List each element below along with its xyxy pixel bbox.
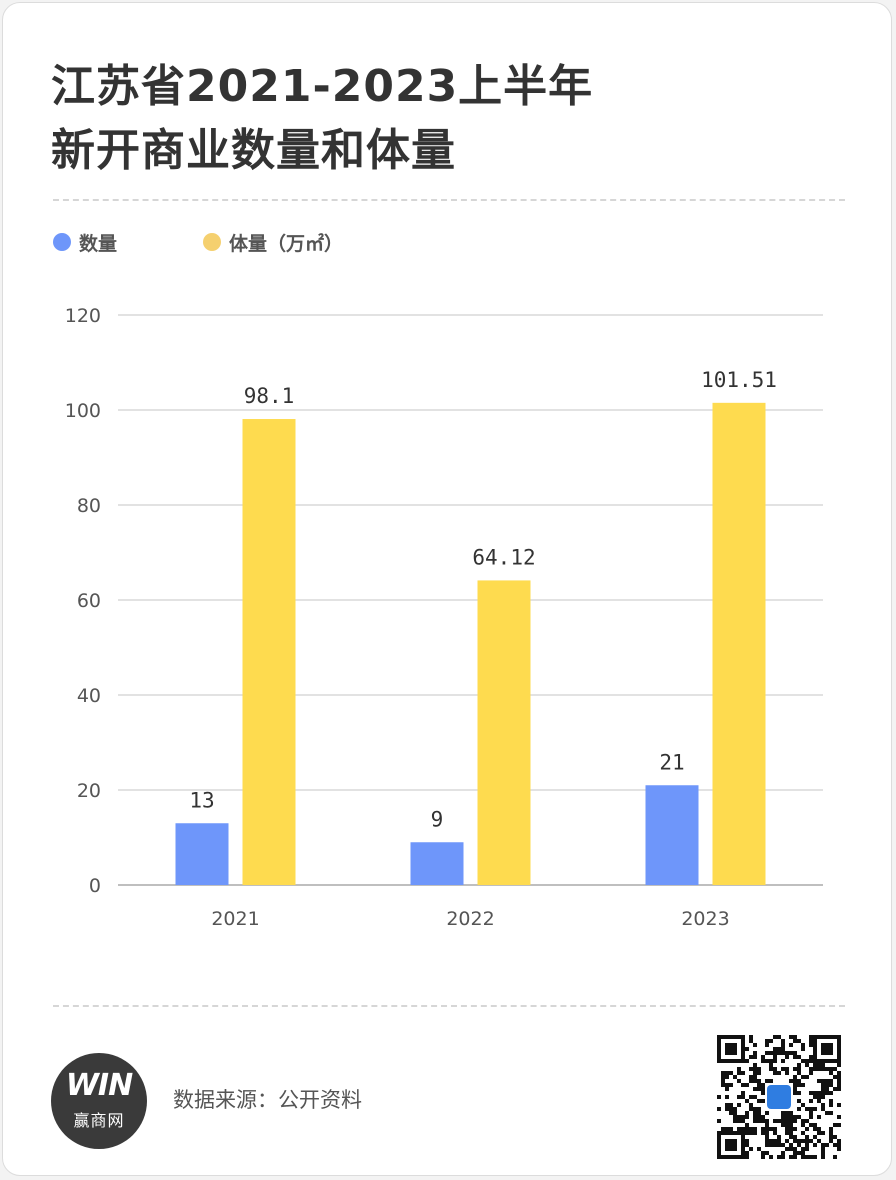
- legend-label-count: 数量: [79, 232, 118, 255]
- data-label: 13: [189, 788, 214, 812]
- legend-item-count: 数量: [53, 229, 117, 256]
- bottom-divider: [53, 1005, 845, 1007]
- legend: 数量 体量（万㎡）: [53, 227, 429, 257]
- x-tick-label: 2022: [446, 908, 494, 930]
- qr-center-badge: [767, 1085, 791, 1109]
- bar-chart: 0 20 40 60 80 100 120 2021 13 98.1 2022 9 64.12 2023 2…: [65, 305, 823, 930]
- bar-area-2021: [242, 419, 296, 885]
- bar-count-2021: [175, 823, 229, 885]
- data-label: 64.12: [472, 545, 535, 569]
- x-tick-label: 2023: [681, 908, 729, 930]
- x-tick-label: 2021: [211, 908, 259, 930]
- data-label: 98.1: [244, 384, 295, 408]
- logo-mark: WIN: [65, 1068, 133, 1103]
- bar-area-2023: [712, 402, 766, 885]
- qr-code-icon: [717, 1035, 841, 1159]
- bar-count-2022: [410, 842, 464, 885]
- legend-dot-area: [203, 233, 222, 251]
- logo-text: 赢商网: [73, 1111, 125, 1130]
- y-tick-label: 60: [77, 590, 101, 612]
- data-label: 9: [431, 807, 444, 831]
- legend-dot-count: [53, 233, 71, 251]
- y-tick-label: 120: [65, 305, 101, 327]
- y-tick-label: 80: [77, 495, 101, 517]
- legend-label-area: 体量（万㎡）: [229, 232, 344, 255]
- chart-title: 江苏省2021-2023上半年 新开商业数量和体量: [51, 55, 811, 183]
- top-divider: [53, 199, 845, 201]
- data-label: 21: [659, 750, 684, 774]
- data-source: 数据来源：公开资料: [173, 1088, 362, 1112]
- y-tick-label: 0: [89, 875, 101, 897]
- data-label: 101.51: [701, 368, 777, 392]
- bar-count-2023: [645, 785, 699, 885]
- y-tick-label: 40: [77, 685, 101, 707]
- legend-item-area: 体量（万㎡）: [203, 229, 343, 256]
- y-tick-label: 20: [77, 780, 101, 802]
- bar-area-2022: [477, 580, 531, 885]
- title-line-2: 新开商业数量和体量: [51, 125, 456, 176]
- logo-icon: WIN 赢商网: [51, 1053, 147, 1149]
- y-tick-label: 100: [65, 400, 101, 422]
- title-line-1: 江苏省2021-2023上半年: [51, 61, 594, 112]
